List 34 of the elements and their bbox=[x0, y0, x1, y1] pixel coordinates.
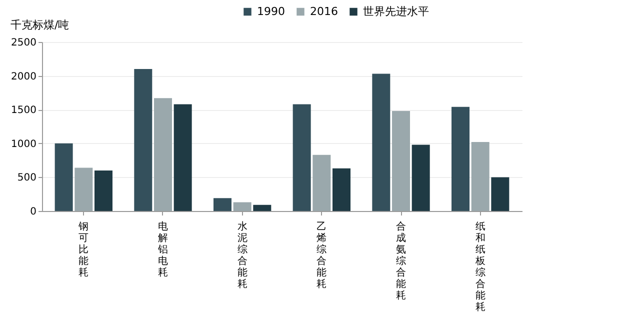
y-tick-label: 0 bbox=[30, 206, 36, 218]
x-tick-label: 纸和纸板综合能耗 bbox=[474, 220, 486, 313]
bar bbox=[412, 144, 430, 211]
bar bbox=[94, 170, 112, 211]
x-tick-label: 乙烯综合能耗 bbox=[316, 222, 327, 290]
bar bbox=[233, 202, 252, 211]
y-tick-label: 1500 bbox=[11, 105, 36, 116]
bar bbox=[292, 104, 311, 211]
bar bbox=[154, 98, 172, 211]
bar bbox=[312, 154, 331, 211]
bar bbox=[134, 69, 152, 211]
bar bbox=[213, 198, 232, 211]
bar bbox=[332, 168, 351, 211]
x-tick-label: 电解铝电耗 bbox=[156, 220, 168, 278]
bar bbox=[491, 177, 510, 211]
legend-label: 2016 bbox=[310, 4, 338, 18]
bar bbox=[452, 106, 470, 211]
bar bbox=[174, 104, 192, 211]
x-tick-label: 合成氨综合能耗 bbox=[396, 220, 406, 302]
x-tick-label: 水泥综合能耗 bbox=[237, 220, 248, 290]
y-tick-label: 2500 bbox=[11, 38, 36, 48]
y-axis-title: 千克标煤/吨 bbox=[10, 18, 70, 32]
bar bbox=[392, 110, 410, 211]
bar bbox=[74, 168, 93, 211]
y-tick-label: 500 bbox=[17, 172, 36, 184]
legend-label: 1990 bbox=[257, 4, 285, 18]
bar bbox=[253, 204, 272, 211]
x-tick-label: 钢可比能耗 bbox=[78, 222, 89, 278]
bar bbox=[54, 143, 73, 211]
y-tick-label: 2000 bbox=[11, 71, 36, 82]
bar bbox=[471, 142, 490, 211]
bar bbox=[372, 74, 390, 211]
legend-label: 世界先进水平 bbox=[363, 4, 429, 18]
y-tick-label: 1000 bbox=[11, 138, 36, 150]
